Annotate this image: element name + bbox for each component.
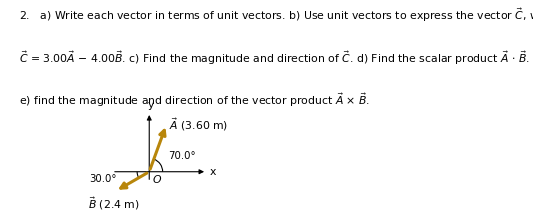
Text: $\vec{A}$ (3.60 m): $\vec{A}$ (3.60 m) <box>169 116 229 133</box>
Text: y: y <box>148 99 154 109</box>
Text: 70.0°: 70.0° <box>168 151 196 161</box>
Text: $\vec{C}$ = 3.00$\vec{A}$ $-$ 4.00$\vec{B}$. c) Find the magnitude and direction: $\vec{C}$ = 3.00$\vec{A}$ $-$ 4.00$\vec{… <box>19 49 529 67</box>
Text: x: x <box>209 167 216 177</box>
Text: 30.0°: 30.0° <box>89 174 117 184</box>
Text: 2.   a) Write each vector in terms of unit vectors. b) Use unit vectors to expre: 2. a) Write each vector in terms of unit… <box>19 7 533 24</box>
Text: $\vec{B}$ (2.4 m): $\vec{B}$ (2.4 m) <box>87 196 140 212</box>
Text: O: O <box>152 175 161 185</box>
Text: e) find the magnitude and direction of the vector product $\vec{A}$ $\times$ $\v: e) find the magnitude and direction of t… <box>19 91 370 109</box>
